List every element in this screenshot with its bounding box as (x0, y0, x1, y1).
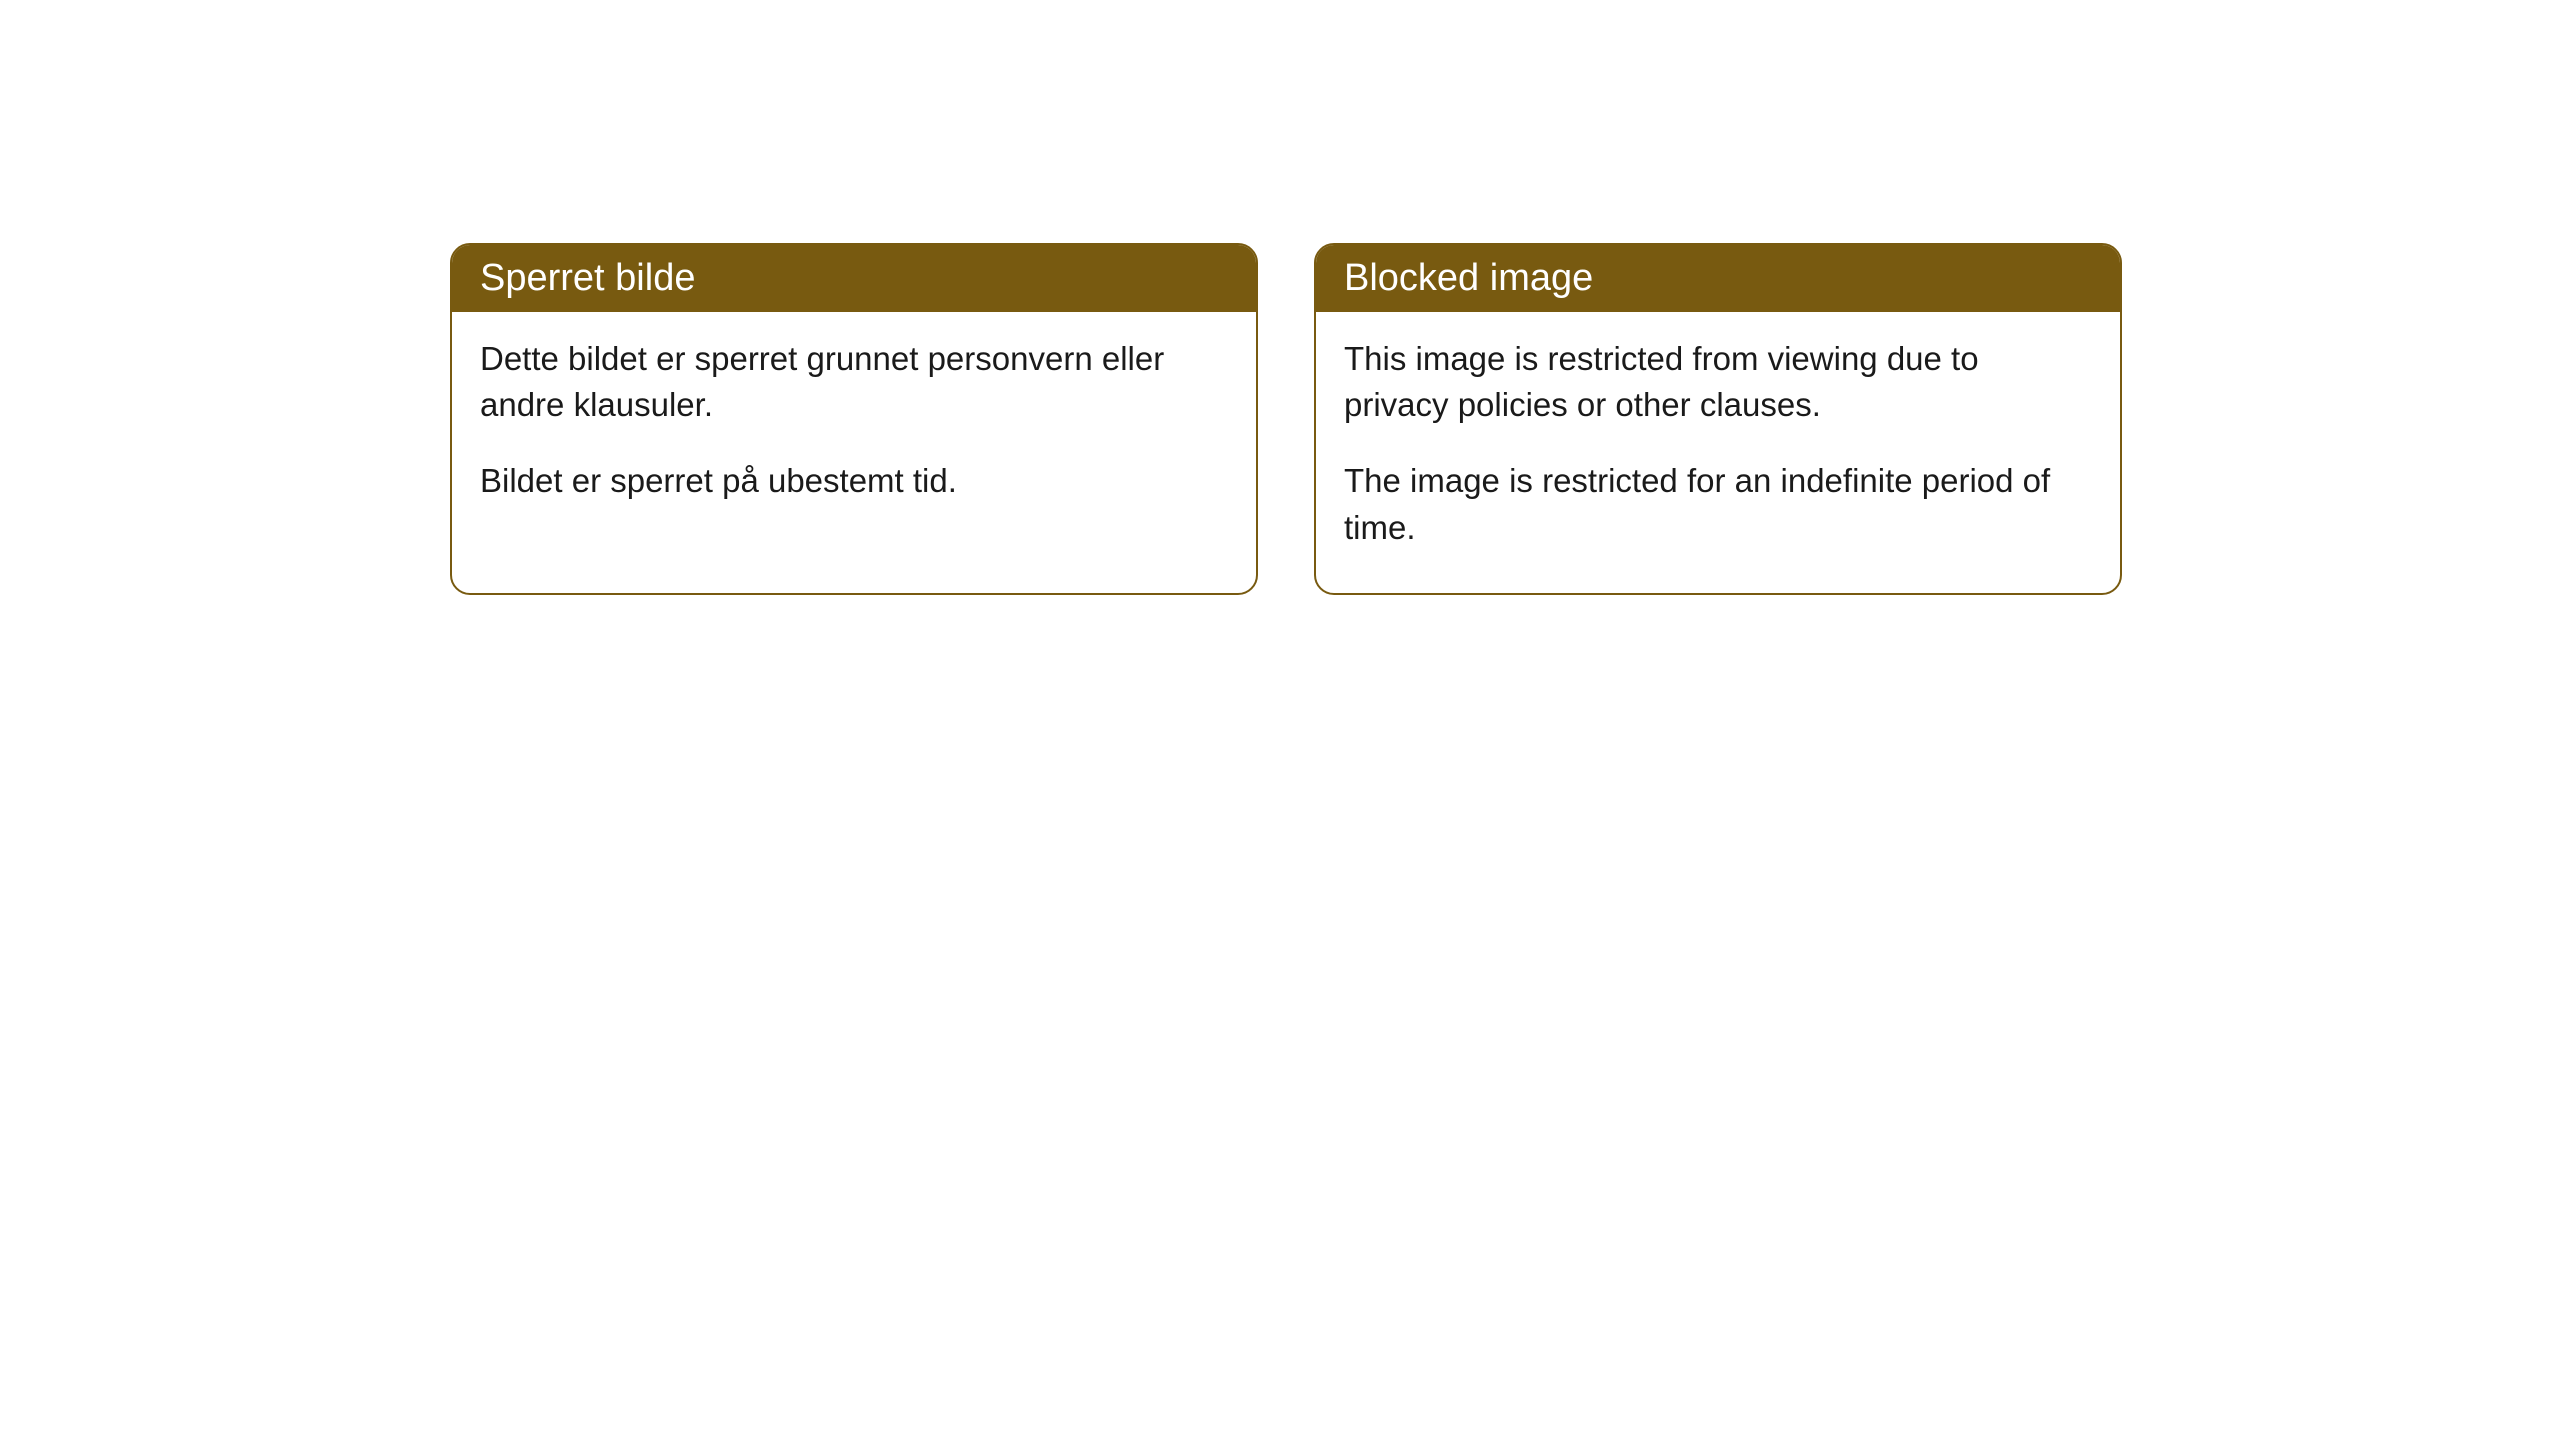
card-title: Sperret bilde (480, 257, 695, 299)
card-body: This image is restricted from viewing du… (1316, 312, 2120, 593)
card-paragraph: The image is restricted for an indefinit… (1344, 458, 2092, 550)
card-paragraph: This image is restricted from viewing du… (1344, 336, 2092, 428)
card-header: Sperret bilde (452, 245, 1256, 312)
card-paragraph: Dette bildet er sperret grunnet personve… (480, 336, 1228, 428)
card-title: Blocked image (1344, 257, 1593, 299)
card-header: Blocked image (1316, 245, 2120, 312)
card-paragraph: Bildet er sperret på ubestemt tid. (480, 458, 1228, 504)
notice-card-english: Blocked image This image is restricted f… (1314, 243, 2122, 595)
notice-card-norwegian: Sperret bilde Dette bildet er sperret gr… (450, 243, 1258, 595)
notice-container: Sperret bilde Dette bildet er sperret gr… (450, 243, 2122, 595)
card-body: Dette bildet er sperret grunnet personve… (452, 312, 1256, 547)
